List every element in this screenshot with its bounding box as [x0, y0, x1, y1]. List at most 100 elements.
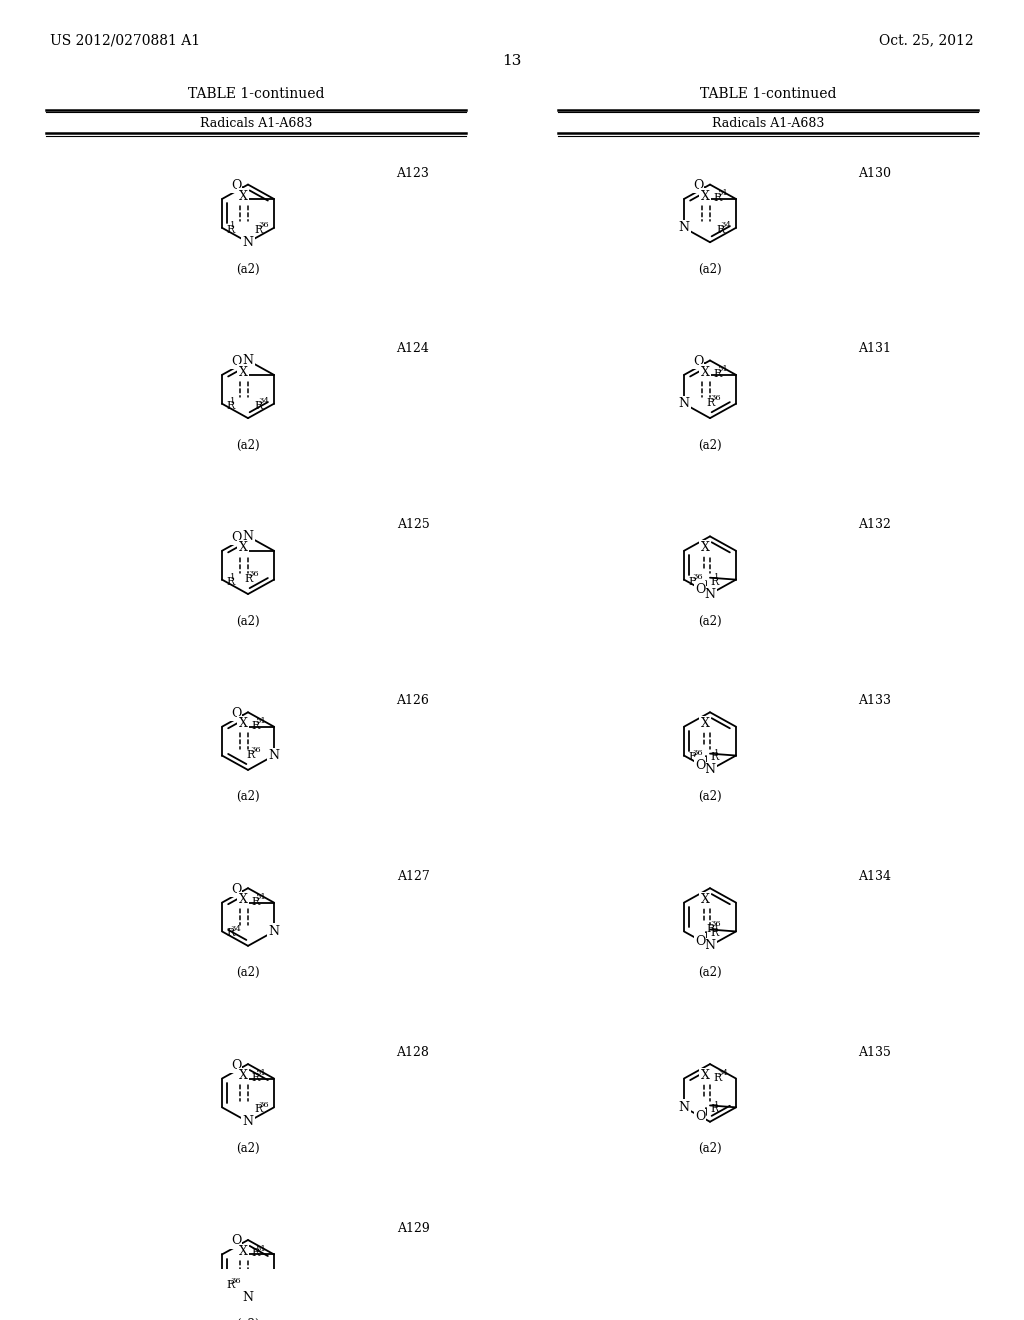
Text: R: R [226, 928, 234, 939]
Text: X: X [239, 541, 248, 554]
Text: R: R [251, 721, 259, 731]
Text: 34: 34 [720, 222, 731, 230]
Text: (a2): (a2) [237, 263, 260, 276]
Text: TABLE 1-continued: TABLE 1-continued [187, 87, 325, 100]
Text: X: X [700, 190, 710, 202]
Text: 36: 36 [692, 748, 703, 756]
Text: Radicals A1-A683: Radicals A1-A683 [200, 116, 312, 129]
Text: X: X [700, 1069, 710, 1082]
Text: A128: A128 [396, 1045, 429, 1059]
Text: 51: 51 [255, 717, 266, 725]
Text: O: O [230, 706, 242, 719]
Text: R: R [688, 577, 696, 586]
Text: 36: 36 [258, 222, 269, 230]
Text: R: R [254, 401, 262, 411]
Text: (a2): (a2) [237, 438, 260, 451]
Text: R: R [710, 752, 718, 763]
Text: R: R [226, 224, 234, 235]
Text: (a2): (a2) [237, 615, 260, 627]
Text: N: N [705, 940, 716, 952]
Text: R: R [706, 924, 715, 933]
Text: X: X [239, 366, 248, 379]
Text: 1: 1 [715, 1101, 720, 1109]
Text: X: X [700, 894, 710, 907]
Text: Radicals A1-A683: Radicals A1-A683 [712, 116, 824, 129]
Text: X: X [700, 541, 710, 554]
Text: R: R [254, 1105, 262, 1114]
Text: A130: A130 [858, 166, 892, 180]
Text: R: R [713, 368, 721, 379]
Text: X: X [239, 1069, 248, 1082]
Text: N: N [679, 1101, 689, 1114]
Text: X: X [239, 1245, 248, 1258]
Text: N: N [268, 748, 280, 762]
Text: N: N [243, 1115, 254, 1129]
Text: R: R [244, 574, 252, 583]
Text: R: R [713, 193, 721, 203]
Text: 34: 34 [718, 1069, 728, 1077]
Text: 51: 51 [255, 894, 266, 902]
Text: X: X [239, 190, 248, 202]
Text: R: R [251, 896, 259, 907]
Text: N: N [679, 222, 689, 235]
Text: A123: A123 [396, 166, 429, 180]
Text: X: X [239, 894, 248, 907]
Text: 1: 1 [230, 573, 236, 581]
Text: 13: 13 [503, 54, 521, 67]
Text: N: N [243, 1291, 254, 1304]
Text: R: R [710, 1105, 718, 1114]
Text: O: O [693, 180, 703, 191]
Text: A133: A133 [858, 694, 892, 708]
Text: 36: 36 [692, 573, 703, 581]
Text: A126: A126 [396, 694, 429, 708]
Text: 36: 36 [711, 395, 721, 403]
Text: O: O [230, 883, 242, 896]
Text: 51: 51 [718, 366, 728, 374]
Text: R: R [226, 401, 234, 411]
Text: R: R [688, 752, 696, 763]
Text: A124: A124 [396, 342, 429, 355]
Text: O: O [695, 759, 706, 772]
Text: A132: A132 [858, 519, 892, 532]
Text: 36: 36 [230, 1276, 241, 1284]
Text: (a2): (a2) [237, 1319, 260, 1320]
Text: (a2): (a2) [698, 615, 722, 627]
Text: 1: 1 [715, 748, 720, 756]
Text: TABLE 1-continued: TABLE 1-continued [699, 87, 837, 100]
Text: O: O [230, 531, 242, 544]
Text: A131: A131 [858, 342, 892, 355]
Text: X: X [239, 717, 248, 730]
Text: A125: A125 [396, 519, 429, 532]
Text: 1: 1 [230, 397, 236, 405]
Text: O: O [693, 355, 703, 368]
Text: (a2): (a2) [698, 966, 722, 979]
Text: (a2): (a2) [698, 791, 722, 804]
Text: R: R [251, 1073, 259, 1082]
Text: N: N [705, 587, 716, 601]
Text: (a2): (a2) [698, 263, 722, 276]
Text: O: O [230, 355, 242, 368]
Text: 1: 1 [715, 573, 720, 581]
Text: 51: 51 [255, 1245, 266, 1253]
Text: N: N [268, 925, 280, 939]
Text: (a2): (a2) [237, 1142, 260, 1155]
Text: R: R [254, 224, 262, 235]
Text: O: O [695, 935, 706, 948]
Text: (a2): (a2) [237, 791, 260, 804]
Text: R: R [706, 397, 715, 408]
Text: R: R [226, 1280, 234, 1290]
Text: 1: 1 [715, 925, 720, 933]
Text: (a2): (a2) [698, 438, 722, 451]
Text: R: R [716, 224, 724, 235]
Text: 36: 36 [249, 570, 259, 578]
Text: 1: 1 [230, 222, 236, 230]
Text: 36: 36 [251, 746, 261, 754]
Text: R: R [710, 928, 718, 939]
Text: R: R [713, 1073, 721, 1082]
Text: R: R [251, 1249, 259, 1258]
Text: N: N [243, 354, 254, 367]
Text: X: X [700, 366, 710, 379]
Text: Oct. 25, 2012: Oct. 25, 2012 [880, 33, 974, 48]
Text: O: O [230, 1234, 242, 1247]
Text: N: N [243, 529, 254, 543]
